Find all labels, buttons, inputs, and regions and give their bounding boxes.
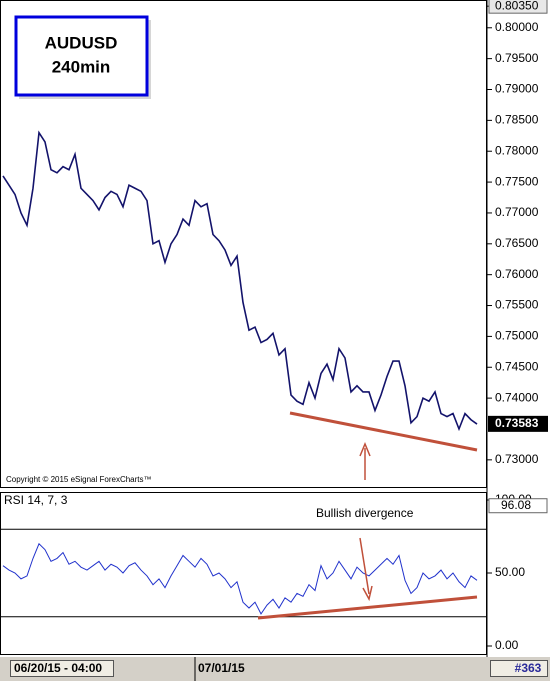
chart-title: AUDUSD — [45, 33, 118, 52]
y-tick-label: 0.77000 — [495, 205, 539, 219]
time-box — [10, 660, 114, 677]
y-tick-label: 0.77500 — [495, 174, 539, 188]
y-tick-label: 50.00 — [495, 565, 525, 579]
y-tick-label: 0.80000 — [495, 20, 539, 34]
rsi-panel — [0, 492, 487, 655]
y-tick-label: 0.76500 — [495, 236, 539, 250]
time-label: 07/01/15 — [198, 661, 245, 675]
arrow — [359, 537, 370, 595]
rsi-title: RSI 14, 7, 3 — [4, 493, 68, 507]
rsi-trendline — [257, 595, 478, 620]
y-tick-label: 0.74000 — [495, 390, 539, 404]
y-tick-label: 0.79500 — [495, 51, 539, 65]
y-tick-label: 0.00 — [495, 638, 519, 652]
bar-count: #363 — [515, 661, 542, 675]
price-trendline — [289, 411, 478, 452]
bar-count-box — [490, 660, 548, 677]
chart-subtitle: 240min — [52, 57, 111, 76]
readout-box — [488, 498, 548, 514]
y-tick-label: 0.76000 — [495, 267, 539, 281]
y-tick-label: 0.78500 — [495, 113, 539, 127]
y-tick-label: 0.80350 — [495, 0, 539, 12]
title-box — [14, 15, 149, 97]
price-line — [2, 130, 478, 432]
readout-label: 96.08 — [501, 498, 531, 512]
y-tick-label: 0.79000 — [495, 82, 539, 96]
copyright: Copyright © 2015 eSignal ForexCharts™ — [6, 475, 152, 484]
arrow-head — [362, 585, 373, 602]
y-tick-label: 0.78000 — [495, 143, 539, 157]
y-tick-label: 0.73000 — [495, 452, 539, 466]
tick-box — [488, 0, 548, 14]
y-tick-label: 0.74500 — [495, 359, 539, 373]
time-label: 06/20/15 - 04:00 — [14, 661, 102, 675]
divergence-label: Bullish divergence — [316, 506, 414, 520]
arrow-head — [359, 442, 371, 457]
y-tick-label: 0.75000 — [495, 329, 539, 343]
y-tick-label: 0.75500 — [495, 298, 539, 312]
last-price-box — [488, 415, 548, 432]
rsi-line — [2, 542, 478, 615]
last-price-label: 0.73583 — [495, 416, 539, 430]
